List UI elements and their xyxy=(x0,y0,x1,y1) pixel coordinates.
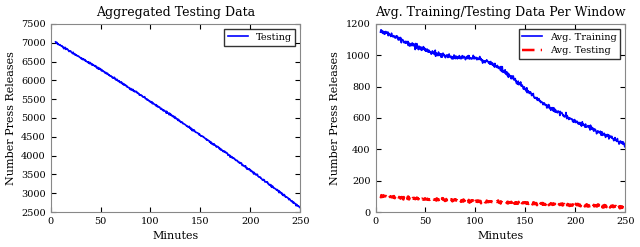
Line: Avg. Training: Avg. Training xyxy=(381,30,625,147)
Line: Testing: Testing xyxy=(56,42,300,208)
X-axis label: Minutes: Minutes xyxy=(152,231,198,242)
Title: Aggregated Testing Data: Aggregated Testing Data xyxy=(96,5,255,19)
Avg. Testing xyxy=(616,207,624,210)
Testing xyxy=(236,161,244,164)
Avg. Training xyxy=(621,145,628,148)
Avg. Testing xyxy=(561,204,569,207)
Avg. Testing xyxy=(488,200,495,203)
Avg. Training xyxy=(561,115,569,118)
Avg. Training xyxy=(621,142,629,145)
Testing xyxy=(163,112,170,115)
Testing xyxy=(296,206,304,209)
Testing xyxy=(296,206,304,209)
Avg. Training xyxy=(521,87,529,90)
Avg. Testing xyxy=(377,195,385,198)
Avg. Testing xyxy=(521,202,529,205)
Avg. Training xyxy=(420,48,428,51)
Line: Avg. Testing: Avg. Testing xyxy=(381,195,625,208)
Avg. Testing xyxy=(378,194,385,197)
X-axis label: Minutes: Minutes xyxy=(477,231,524,242)
Testing xyxy=(95,67,103,70)
Avg. Testing xyxy=(621,205,629,208)
Avg. Training xyxy=(488,62,495,65)
Legend: Testing: Testing xyxy=(224,29,296,45)
Y-axis label: Number Press Releases: Number Press Releases xyxy=(330,51,340,185)
Avg. Training xyxy=(377,28,385,31)
Testing xyxy=(215,147,223,150)
Legend: Avg. Training, Avg. Testing: Avg. Training, Avg. Testing xyxy=(518,29,620,59)
Avg. Testing xyxy=(440,199,447,202)
Testing xyxy=(115,80,122,82)
Avg. Training xyxy=(540,102,548,104)
Avg. Testing xyxy=(540,203,548,206)
Avg. Training xyxy=(377,31,385,34)
Y-axis label: Number Press Releases: Number Press Releases xyxy=(6,51,15,185)
Testing xyxy=(52,41,60,43)
Title: Avg. Training/Testing Data Per Window: Avg. Training/Testing Data Per Window xyxy=(375,5,626,19)
Testing xyxy=(196,133,204,136)
Avg. Testing xyxy=(420,198,428,201)
Avg. Training xyxy=(440,53,447,56)
